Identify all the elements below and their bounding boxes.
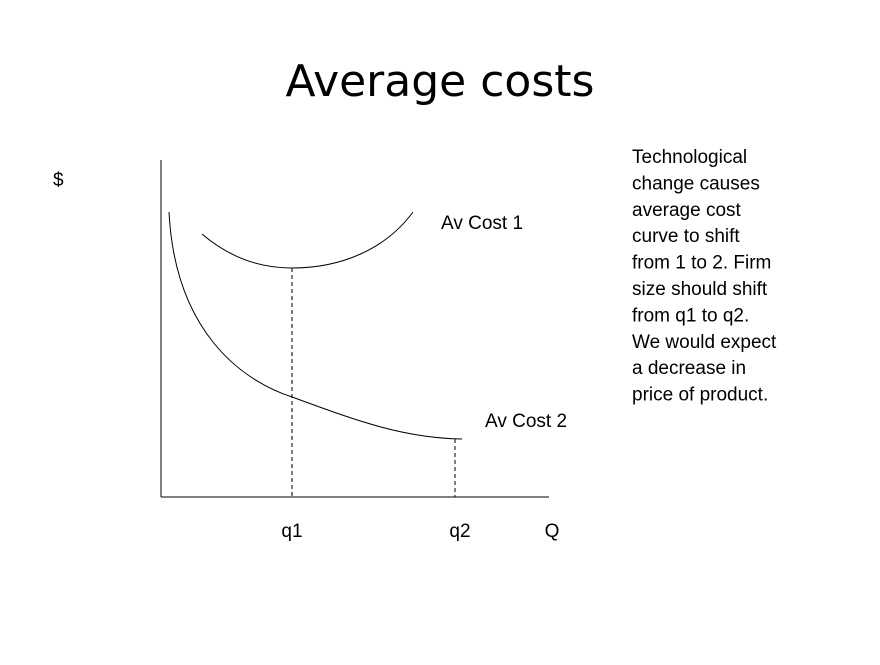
note-line: average cost xyxy=(632,200,742,221)
note-line: change causes xyxy=(632,173,760,194)
av-cost-2-curve xyxy=(168,211,463,440)
cost-diagram xyxy=(160,160,549,498)
note-line: size should shift xyxy=(632,279,768,300)
note-line: from q1 to q2. xyxy=(632,305,749,326)
note-text: Technological change causes average cost cu… xyxy=(632,147,777,406)
note-line: a decrease in xyxy=(632,358,746,379)
note-line: We would expect xyxy=(632,332,777,353)
note-line: Technological xyxy=(632,147,747,168)
x-marker-label: q1 xyxy=(281,521,302,542)
y-axis-label: $ xyxy=(53,170,64,191)
av-cost-1-curve xyxy=(201,211,414,269)
note-line: from 1 to 2. Firm xyxy=(632,253,771,274)
note-line: curve to shift xyxy=(632,226,740,247)
x-axis-label: Q xyxy=(545,521,560,542)
curve-label: Av Cost 2 xyxy=(485,411,567,432)
note-line: price of product. xyxy=(632,385,768,406)
slide-title: Average costs xyxy=(286,56,595,107)
x-marker-label: q2 xyxy=(449,521,470,542)
curve-label: Av Cost 1 xyxy=(441,213,523,234)
